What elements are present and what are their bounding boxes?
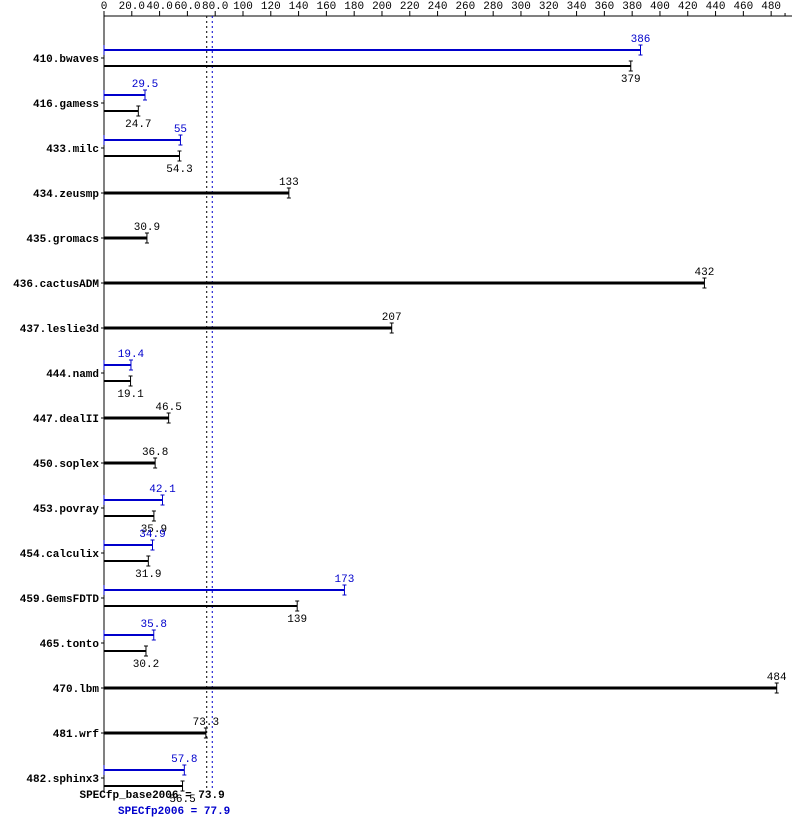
value-label: 73.3 <box>193 717 219 729</box>
benchmark-label: 482.sphinx3 <box>26 774 99 786</box>
benchmark-label: 454.calculix <box>20 549 100 561</box>
benchmark-label: 435.gromacs <box>26 234 99 246</box>
x-tick-label: 120 <box>261 1 281 13</box>
benchmark-label: 465.tonto <box>40 639 100 651</box>
x-tick-label: 300 <box>511 1 531 13</box>
x-tick-label: 360 <box>594 1 614 13</box>
x-tick-label: 320 <box>539 1 559 13</box>
benchmark-label: 481.wrf <box>53 729 100 741</box>
x-tick-label: 140 <box>289 1 309 13</box>
value-label: 139 <box>287 614 307 626</box>
x-tick-label: 480 <box>761 1 781 13</box>
benchmark-label: 437.leslie3d <box>20 324 99 336</box>
x-tick-label: 340 <box>567 1 587 13</box>
value-label: 484 <box>767 672 787 684</box>
benchmark-label: 410.bwaves <box>33 54 99 66</box>
x-tick-label: 460 <box>733 1 753 13</box>
benchmark-chart: 0 20.040.060.080.0 100 120 140 160 180 200 220 24… <box>0 0 799 831</box>
value-label: 30.9 <box>134 222 160 234</box>
value-label: 34.9 <box>139 529 165 541</box>
x-tick-label: 40.0 <box>146 1 172 13</box>
benchmark-label: 453.povray <box>33 504 99 516</box>
benchmark-label: 459.GemsFDTD <box>20 594 100 606</box>
benchmark-label: 470.lbm <box>53 684 100 696</box>
benchmark-label: 434.zeusmp <box>33 189 99 201</box>
value-label: 207 <box>382 312 402 324</box>
value-label: 379 <box>621 74 641 86</box>
x-tick-label: 60.0 <box>174 1 200 13</box>
x-tick-label: 220 <box>400 1 420 13</box>
benchmark-label: 450.soplex <box>33 459 99 471</box>
x-tick-label: 240 <box>428 1 448 13</box>
x-tick-label: 260 <box>455 1 475 13</box>
benchmark-label: 447.dealII <box>33 414 99 426</box>
x-tick-label: 80.0 <box>202 1 228 13</box>
value-label: 19.1 <box>117 389 144 401</box>
value-label: 30.2 <box>133 659 159 671</box>
x-tick-label: 440 <box>706 1 726 13</box>
value-label: 133 <box>279 177 299 189</box>
value-label: 57.8 <box>171 754 197 766</box>
x-tick-label: 380 <box>622 1 642 13</box>
value-label: 29.5 <box>132 79 158 91</box>
value-label: 432 <box>695 267 715 279</box>
value-label: 35.8 <box>141 619 167 631</box>
value-label: 42.1 <box>149 484 176 496</box>
x-tick-label: 20.0 <box>119 1 145 13</box>
value-label: 19.4 <box>118 349 145 361</box>
value-label: 31.9 <box>135 569 161 581</box>
x-tick-label: 200 <box>372 1 392 13</box>
benchmark-label: 416.gamess <box>33 99 99 111</box>
value-label: 54.3 <box>166 164 192 176</box>
footer-peak-label: SPECfp2006 = 77.9 <box>118 806 230 818</box>
benchmark-label: 436.cactusADM <box>13 279 99 291</box>
footer-base-label: SPECfp_base2006 = 73.9 <box>79 790 224 802</box>
value-label: 46.5 <box>155 402 181 414</box>
value-label: 55 <box>174 124 187 136</box>
value-label: 386 <box>631 34 651 46</box>
x-tick-label: 420 <box>678 1 698 13</box>
benchmark-label: 433.milc <box>46 144 99 156</box>
x-tick-label: 400 <box>650 1 670 13</box>
value-label: 24.7 <box>125 119 151 131</box>
x-tick-label: 280 <box>483 1 503 13</box>
x-tick-label: 0 <box>101 1 108 13</box>
value-label: 36.8 <box>142 447 168 459</box>
x-tick-label: 180 <box>344 1 364 13</box>
x-tick-label: 100 <box>233 1 253 13</box>
value-label: 173 <box>335 574 355 586</box>
benchmark-label: 444.namd <box>46 369 99 381</box>
x-tick-label: 160 <box>316 1 336 13</box>
